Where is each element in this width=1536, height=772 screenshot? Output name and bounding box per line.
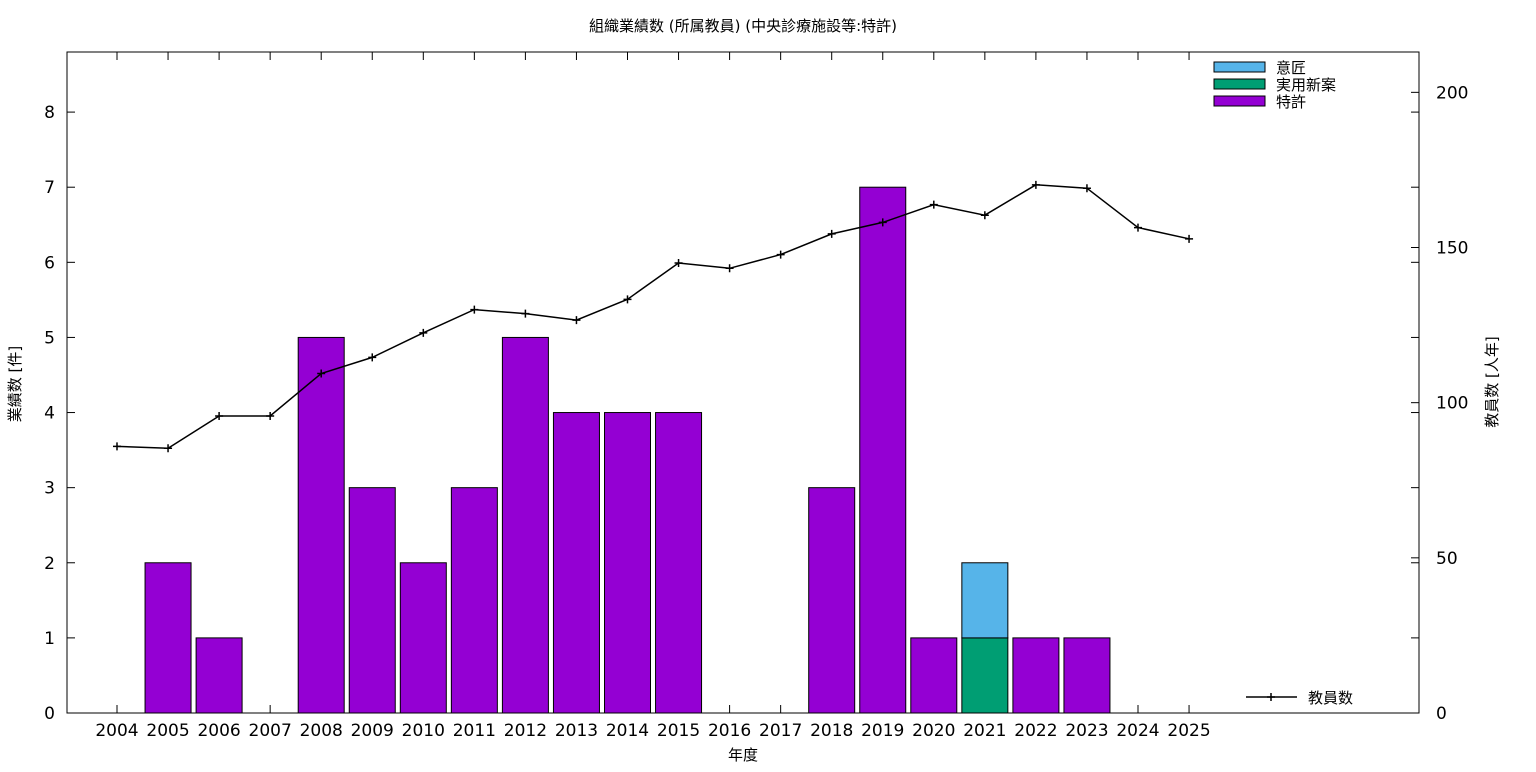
bar-特許 <box>859 186 907 714</box>
y-tick-label: 3 <box>44 479 55 499</box>
bar-特許 <box>604 412 651 714</box>
y-tick-label: 2 <box>44 554 55 574</box>
line-point <box>776 250 785 259</box>
line-point <box>521 309 530 318</box>
plot-frame <box>66 51 1420 714</box>
x-tick-label: 2018 <box>810 721 853 741</box>
y-tick-label: 0 <box>44 704 55 724</box>
bar-特許 <box>348 487 396 714</box>
line-point <box>929 200 938 209</box>
x-tick-label: 2019 <box>861 721 904 741</box>
y2-tick-label: 200 <box>1436 83 1468 103</box>
bar-特許 <box>399 562 447 714</box>
bar-特許 <box>297 336 345 714</box>
x-tick-label: 2005 <box>146 721 189 741</box>
line-point <box>1082 184 1091 193</box>
plot-layer: 0 1 2 3 4 5 6 7 8 0 50 100 150 200 2004 2005 2006 2007 200… <box>44 51 1468 741</box>
line-point <box>368 353 377 362</box>
x-tick-label: 2022 <box>1014 721 1057 741</box>
legend-line-marker <box>1267 693 1275 701</box>
y2-tick-label: 100 <box>1436 394 1468 414</box>
y-tick-label: 7 <box>44 178 55 198</box>
legend-swatch <box>1213 95 1266 107</box>
legend-swatch <box>1213 61 1266 73</box>
bar-実用新案 <box>961 637 1009 714</box>
line-point <box>419 328 428 337</box>
line-point <box>215 412 224 421</box>
y2-tick-label: 150 <box>1436 239 1468 259</box>
bar-意匠 <box>961 562 1009 639</box>
bar-特許 <box>910 637 958 714</box>
y2-tick-label: 0 <box>1436 704 1447 724</box>
line-point <box>1134 223 1142 232</box>
x-tick-label: 2004 <box>95 721 138 741</box>
y-tick-label: 4 <box>44 404 55 424</box>
x-tick-label: 2016 <box>708 721 751 741</box>
x-tick-label: 2024 <box>1116 721 1159 741</box>
x-tick-label: 2010 <box>402 721 445 741</box>
line-point <box>164 444 173 453</box>
chart-title: 組織業績数 (所属教員) (中央診療施設等:特許) <box>589 17 897 35</box>
line-point <box>1185 234 1194 243</box>
line-point <box>623 295 632 304</box>
x-tick-label: 2006 <box>197 721 240 741</box>
y-axis-label: 業績数 [件] <box>6 346 24 422</box>
x-tick-label: 2020 <box>912 721 955 741</box>
line-point <box>827 229 836 238</box>
y-tick-label: 5 <box>44 328 55 348</box>
bar-特許 <box>450 487 498 714</box>
x-tick-label: 2007 <box>249 721 292 741</box>
bar-特許 <box>1063 637 1111 714</box>
y2-tick-label: 50 <box>1436 549 1458 569</box>
x-tick-label: 2017 <box>759 721 802 741</box>
x-axis-label: 年度 <box>728 746 758 764</box>
line-point <box>980 211 989 220</box>
x-tick-label: 2008 <box>300 721 343 741</box>
x-tick-label: 2011 <box>453 721 496 741</box>
line-point <box>572 316 581 325</box>
legend-label: 特許 <box>1276 93 1306 111</box>
x-tick-label: 2025 <box>1167 721 1210 741</box>
line-point <box>317 369 326 378</box>
bar-特許 <box>501 336 549 714</box>
bar-特許 <box>195 637 243 714</box>
line-point <box>113 442 121 451</box>
x-tick-label: 2012 <box>504 721 547 741</box>
legend-line-label: 教員数 <box>1308 689 1353 707</box>
x-tick-label: 2015 <box>657 721 700 741</box>
y2-axis-label: 教員数 [人年] <box>1483 336 1501 427</box>
line-point <box>878 218 887 227</box>
line-point <box>470 305 479 314</box>
x-tick-label: 2023 <box>1065 721 1108 741</box>
line-point <box>674 259 683 268</box>
line-point <box>1031 180 1040 189</box>
bar-特許 <box>144 562 192 714</box>
line-point <box>266 412 275 421</box>
bar-特許 <box>808 487 856 714</box>
x-tick-label: 2014 <box>606 721 649 741</box>
bar-特許 <box>1012 637 1060 714</box>
bar-特許 <box>655 412 703 714</box>
x-tick-label: 2021 <box>963 721 1006 741</box>
legend-label: 意匠 <box>1276 59 1306 77</box>
legend-label: 実用新案 <box>1276 76 1336 94</box>
legend-swatch <box>1213 78 1266 90</box>
y-tick-label: 1 <box>44 629 55 649</box>
x-tick-label: 2009 <box>351 721 394 741</box>
line-教員数 <box>116 184 1190 450</box>
x-tick-label: 2013 <box>555 721 598 741</box>
line-point <box>725 264 734 273</box>
y-tick-label: 6 <box>44 253 55 273</box>
y-tick-label: 8 <box>44 103 55 123</box>
bar-特許 <box>552 412 600 714</box>
